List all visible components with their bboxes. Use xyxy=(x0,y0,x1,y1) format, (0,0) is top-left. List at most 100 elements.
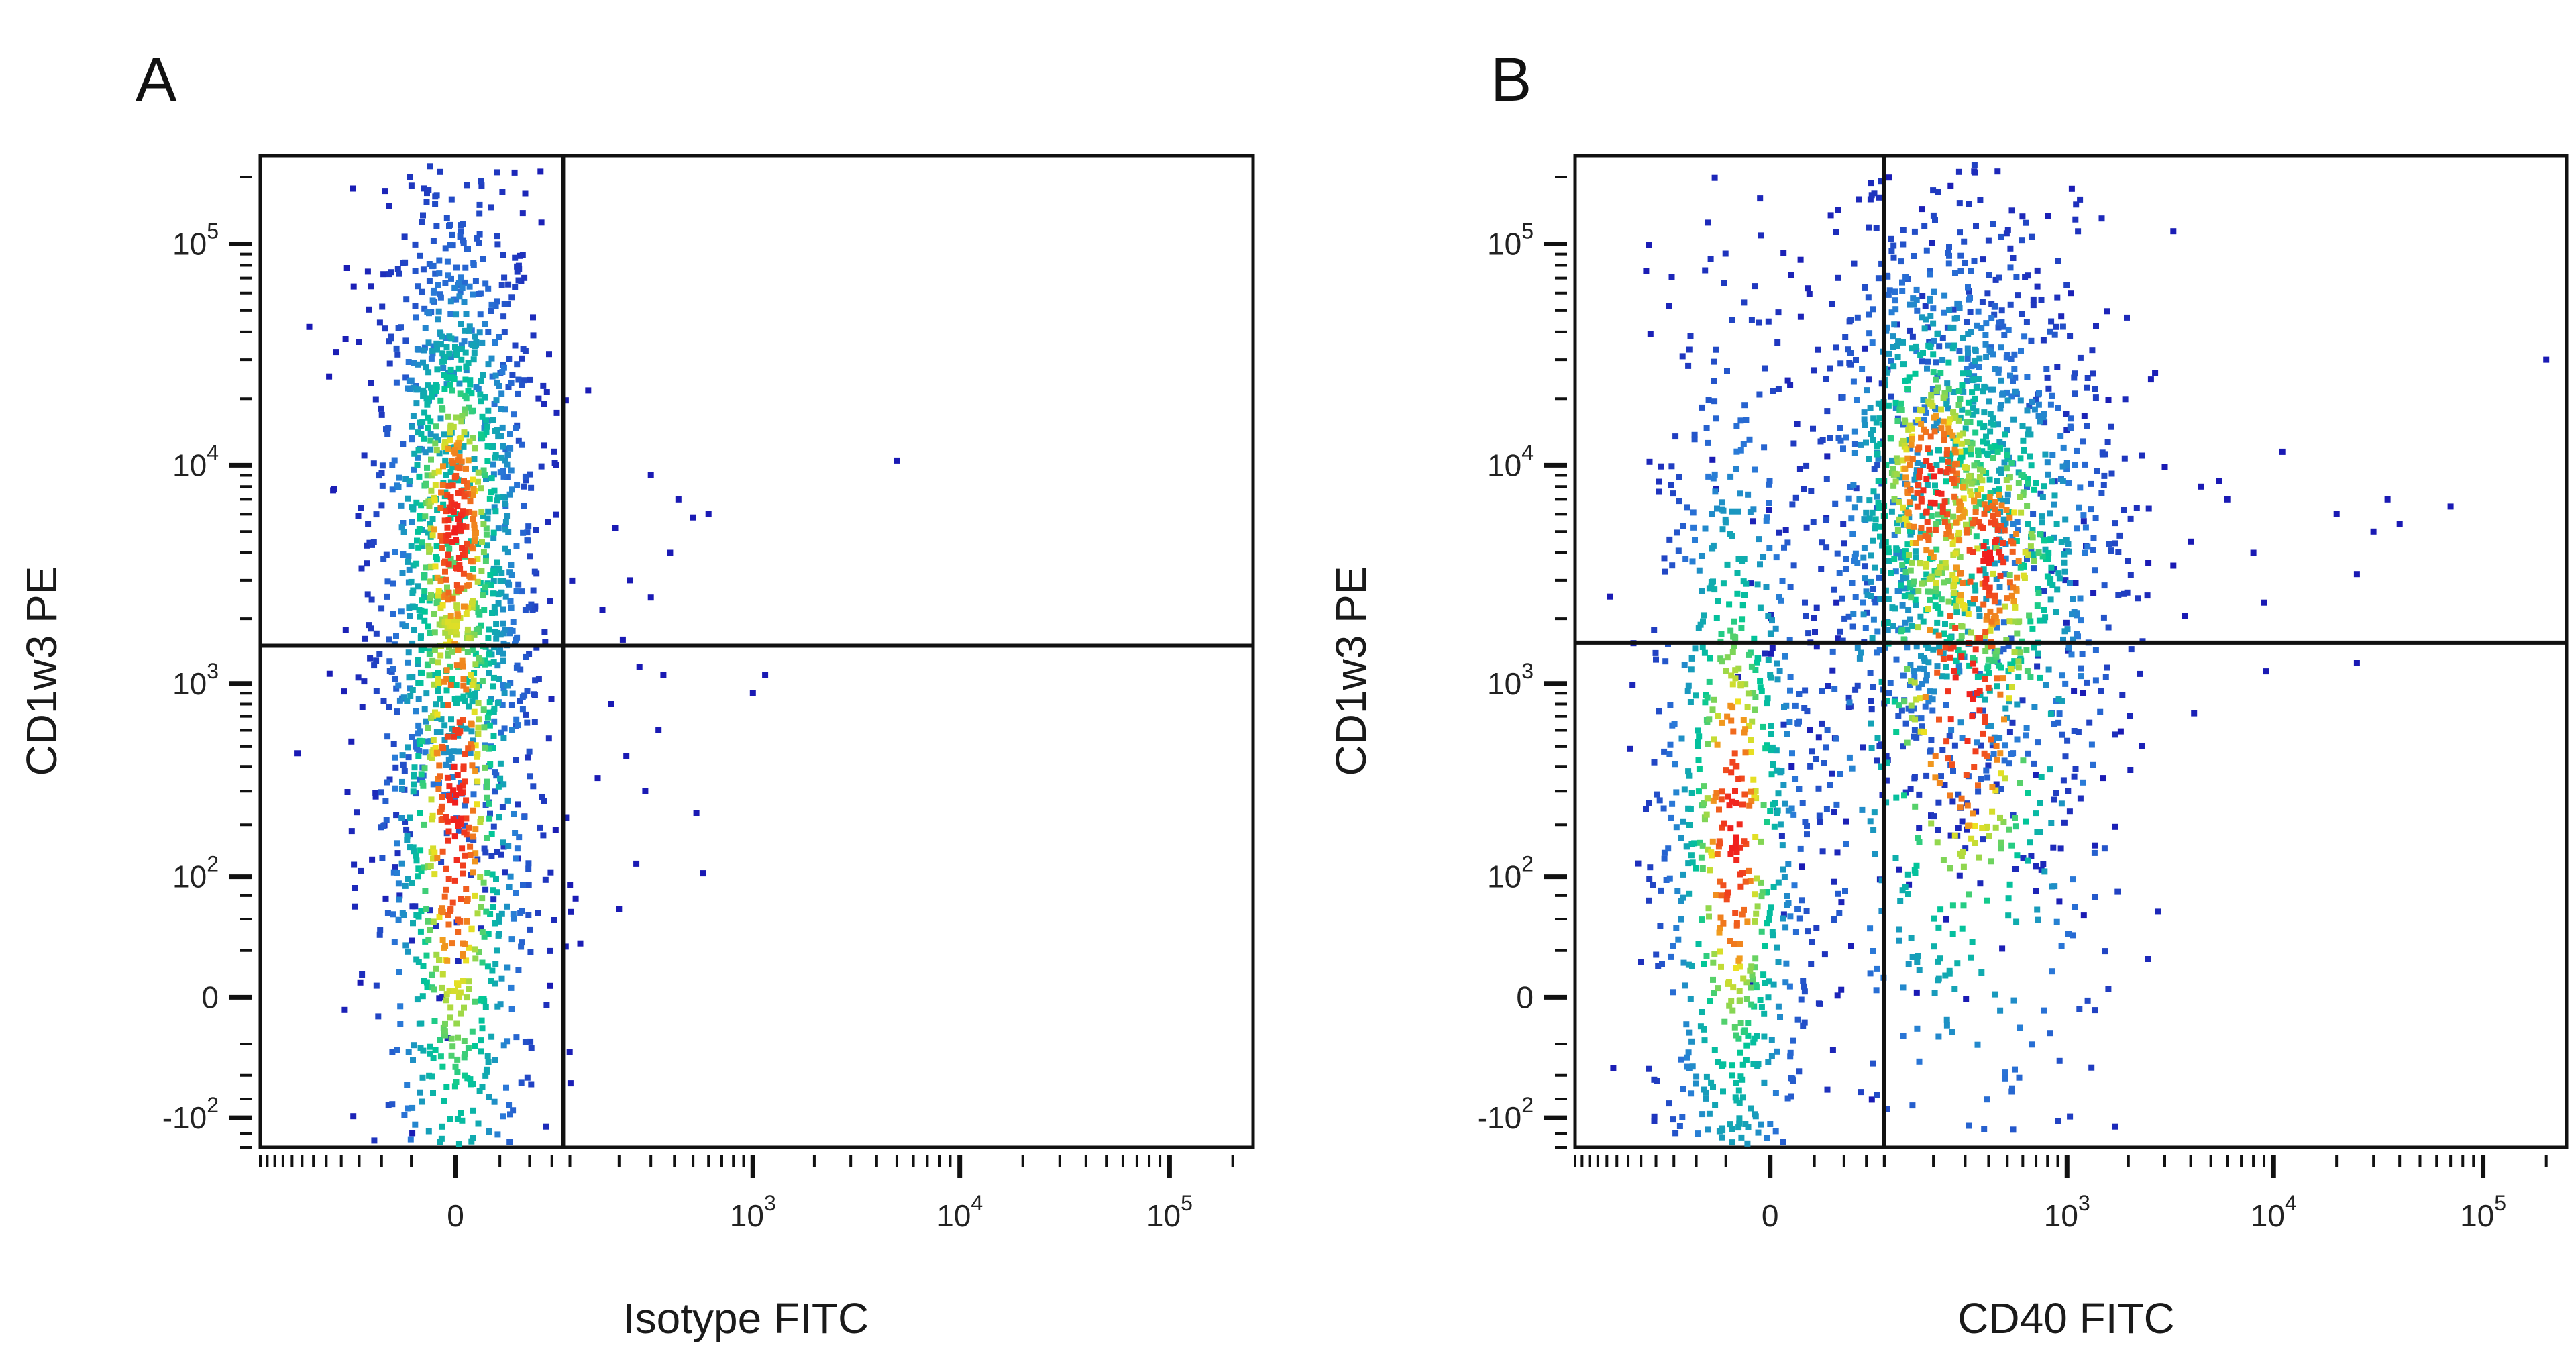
event-dot xyxy=(2041,1007,2047,1014)
event-dot xyxy=(2056,710,2063,717)
event-dot xyxy=(460,978,466,984)
event-dot xyxy=(399,570,406,576)
event-dot xyxy=(2092,647,2099,653)
event-dot xyxy=(1873,419,1880,426)
event-dot xyxy=(422,325,429,331)
event-dot xyxy=(470,566,476,572)
event-dot xyxy=(423,564,429,571)
event-dot xyxy=(436,450,443,457)
event-dot xyxy=(1977,880,1984,887)
event-dot xyxy=(486,670,492,676)
event-dot xyxy=(1923,772,1930,779)
event-dot xyxy=(1892,568,1899,575)
event-dot xyxy=(1829,1047,1836,1053)
event-dot xyxy=(461,493,468,500)
event-dot xyxy=(537,824,543,831)
event-dot xyxy=(460,443,467,450)
event-dot xyxy=(466,572,473,579)
event-dot xyxy=(2000,323,2007,330)
event-dot xyxy=(1955,402,1962,408)
event-dot xyxy=(2047,328,2053,335)
event-dot xyxy=(2080,518,2087,525)
event-dot xyxy=(1678,1056,1684,1063)
event-dot xyxy=(1986,494,1993,500)
event-dot xyxy=(567,1080,574,1087)
event-dot xyxy=(1934,669,1941,676)
event-dot xyxy=(447,663,453,670)
event-dot xyxy=(392,549,398,555)
event-dot xyxy=(1943,451,1950,458)
event-dot xyxy=(1919,681,1925,687)
event-dot xyxy=(441,893,448,900)
event-dot xyxy=(331,486,337,492)
event-dot xyxy=(1973,533,1980,540)
event-dot xyxy=(519,441,525,448)
event-dot xyxy=(494,233,500,240)
event-dot xyxy=(411,450,418,457)
event-dot xyxy=(1766,500,1772,506)
event-dot xyxy=(1943,401,1950,407)
event-dot xyxy=(1788,805,1795,812)
event-dot xyxy=(1945,755,1951,762)
event-dot xyxy=(1982,584,1989,590)
event-dot xyxy=(476,949,482,955)
event-dot xyxy=(1899,288,1906,294)
event-dot xyxy=(1821,760,1827,766)
event-dot xyxy=(1854,560,1861,566)
event-dot xyxy=(1708,583,1715,590)
event-dot xyxy=(393,379,400,386)
event-dot xyxy=(1666,751,1673,757)
event-dot xyxy=(538,463,545,470)
event-dot xyxy=(521,274,528,281)
event-dot xyxy=(1761,444,1768,451)
event-dot xyxy=(1911,253,1917,259)
event-dot xyxy=(1878,380,1885,387)
event-dot xyxy=(458,342,465,349)
event-dot xyxy=(1650,882,1656,888)
event-dot xyxy=(2048,820,2055,826)
event-dot xyxy=(1932,774,1939,781)
event-dot xyxy=(2098,688,2104,694)
event-dot xyxy=(1931,337,1937,344)
event-dot xyxy=(599,607,606,613)
event-dot xyxy=(447,469,454,475)
event-dot xyxy=(529,607,536,613)
event-dot xyxy=(2047,710,2054,717)
event-dot xyxy=(1905,510,1912,517)
event-dot xyxy=(1966,891,1972,898)
event-dot xyxy=(1870,948,1876,954)
event-dot xyxy=(530,587,537,594)
event-dot xyxy=(2030,296,2037,303)
event-dot xyxy=(486,709,492,716)
event-dot xyxy=(1976,420,1983,427)
event-dot xyxy=(1918,525,1925,531)
event-dot xyxy=(2012,374,2019,381)
event-dot xyxy=(2051,721,2057,727)
event-dot xyxy=(1904,666,1911,672)
event-dot xyxy=(419,670,425,676)
event-dot xyxy=(2030,551,2037,558)
event-dot xyxy=(394,266,401,272)
event-dot xyxy=(1842,888,1848,894)
event-dot xyxy=(1697,621,1704,628)
event-dot xyxy=(1892,399,1899,406)
event-dot xyxy=(468,1081,474,1088)
event-dot xyxy=(427,418,434,425)
event-dot xyxy=(494,559,500,566)
event-dot xyxy=(457,390,464,397)
event-dot xyxy=(1728,717,1735,724)
event-dot xyxy=(1904,541,1911,548)
event-dot xyxy=(417,728,423,735)
event-dot xyxy=(1729,533,1735,539)
event-dot xyxy=(1684,688,1691,694)
event-dot xyxy=(2008,460,2015,466)
event-dot xyxy=(1803,524,1810,531)
event-dot xyxy=(428,472,435,479)
event-dot xyxy=(409,880,415,886)
event-dot xyxy=(1687,996,1694,1002)
event-dot xyxy=(457,233,464,240)
event-dot xyxy=(501,329,508,335)
event-dot xyxy=(1801,486,1807,492)
event-dot xyxy=(2089,347,2096,354)
event-dot xyxy=(433,965,439,972)
